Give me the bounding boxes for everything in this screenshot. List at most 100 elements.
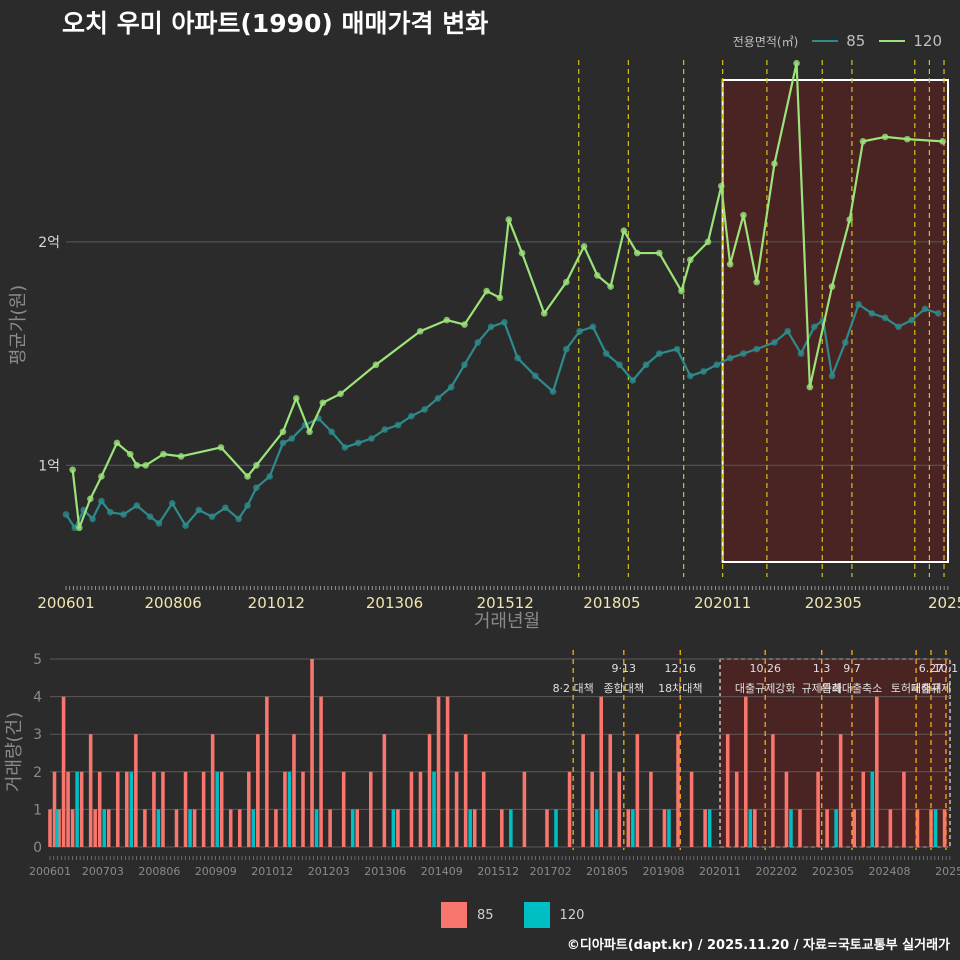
data-point-85: [120, 511, 127, 518]
data-point-85: [279, 439, 287, 447]
bar-120: [314, 809, 319, 847]
data-point-120: [319, 399, 327, 407]
legend-label-85: 85: [846, 32, 866, 50]
bar-120: [509, 809, 513, 847]
annotation-text: 규제완화: [801, 682, 841, 695]
bar-85: [753, 809, 757, 847]
bar-x-tick-label: 201805: [586, 865, 628, 878]
data-point-120: [753, 278, 761, 286]
bar-120: [748, 809, 753, 847]
bar-85: [617, 771, 622, 847]
data-point-120: [253, 461, 260, 469]
data-point-85: [656, 350, 663, 357]
bar-y-tick-label: 0: [33, 840, 42, 856]
bar-120: [631, 809, 635, 847]
data-point-85: [235, 515, 242, 523]
annotation-date: 10.26: [749, 662, 781, 675]
bar-85: [88, 734, 93, 847]
bar-120: [54, 809, 59, 847]
bar-120: [391, 809, 396, 847]
data-point-120: [142, 461, 149, 469]
annotation-date: 10.1: [934, 662, 959, 675]
data-point-120: [443, 316, 451, 324]
data-point-85: [195, 506, 203, 514]
data-point-85: [421, 406, 428, 413]
data-point-85: [106, 508, 114, 516]
bar-x-tick-label: 201012: [251, 865, 293, 878]
bar-85: [409, 771, 414, 847]
data-point-120: [633, 249, 641, 257]
legend-box-120: [523, 902, 550, 928]
bar-85: [771, 734, 775, 847]
data-point-85: [687, 372, 694, 380]
bar-x-tick-label: 201203: [308, 865, 350, 878]
data-point-85: [895, 323, 902, 331]
bar-85: [382, 734, 387, 847]
bar-x-tick-label: 201512: [477, 865, 519, 878]
data-point-120: [903, 135, 911, 143]
bar-85: [79, 771, 84, 847]
bar-85: [852, 809, 856, 847]
data-point-120: [607, 283, 614, 290]
data-point-85: [474, 339, 482, 346]
data-point-85: [182, 522, 189, 529]
data-point-120: [113, 439, 121, 447]
data-point-120: [244, 473, 251, 480]
data-point-120: [704, 238, 712, 246]
bar-120: [287, 771, 292, 847]
data-point-85: [328, 428, 335, 436]
data-point-120: [793, 59, 800, 67]
x-tick-label: 201512: [477, 594, 534, 612]
data-point-85: [713, 361, 721, 369]
bar-120: [75, 771, 79, 847]
bar-x-tick-label: 202408: [868, 865, 910, 878]
bar-85: [626, 809, 631, 847]
data-point-85: [408, 412, 415, 420]
x-tick-label: 2025: [928, 594, 960, 612]
bar-120: [554, 809, 558, 847]
data-point-120: [740, 211, 747, 219]
bar-120: [350, 809, 355, 847]
data-point-85: [828, 372, 836, 380]
legend-swatch-120: [879, 40, 906, 42]
data-point-120: [292, 394, 300, 402]
data-point-85: [563, 345, 570, 353]
bar-85: [183, 771, 188, 847]
data-point-85: [133, 502, 141, 509]
data-point-85: [62, 511, 70, 518]
bar-85: [106, 809, 111, 847]
x-tick-label: 201012: [248, 594, 305, 612]
bar-85: [97, 771, 102, 847]
data-point-120: [620, 227, 628, 235]
bar-120: [215, 771, 219, 847]
data-point-85: [222, 504, 229, 512]
bar-85: [590, 771, 594, 847]
data-point-120: [580, 243, 588, 250]
x-tick-label: 200806: [145, 594, 202, 612]
data-point-85: [461, 361, 468, 369]
bar-85: [93, 809, 97, 847]
bar-85: [915, 809, 920, 847]
bar-85: [436, 696, 441, 847]
bar-120: [707, 809, 712, 847]
bar-85: [48, 809, 52, 847]
annotation-date: 1.3: [813, 662, 831, 675]
bar-85: [396, 809, 400, 847]
bar-120: [468, 809, 472, 847]
bar-85: [463, 734, 468, 847]
data-point-85: [354, 439, 362, 447]
data-point-120: [337, 390, 344, 398]
bar-x-tick-label: 2025: [935, 865, 960, 878]
x-tick-label: 200601: [37, 594, 94, 612]
data-point-120: [279, 428, 287, 436]
chart-title: 오치 우미 아파트(1990) 매매가격 변화: [62, 9, 489, 38]
bar-85: [581, 734, 585, 847]
data-point-85: [934, 310, 942, 317]
bar-x-tick-label: 200601: [29, 865, 71, 878]
bar-85: [816, 771, 820, 847]
annotation-date: 9.7: [843, 662, 861, 675]
data-point-85: [253, 484, 260, 491]
bar-85: [310, 659, 314, 847]
bar-85: [649, 771, 653, 847]
y-axis-label: 평균가(원): [8, 285, 29, 365]
